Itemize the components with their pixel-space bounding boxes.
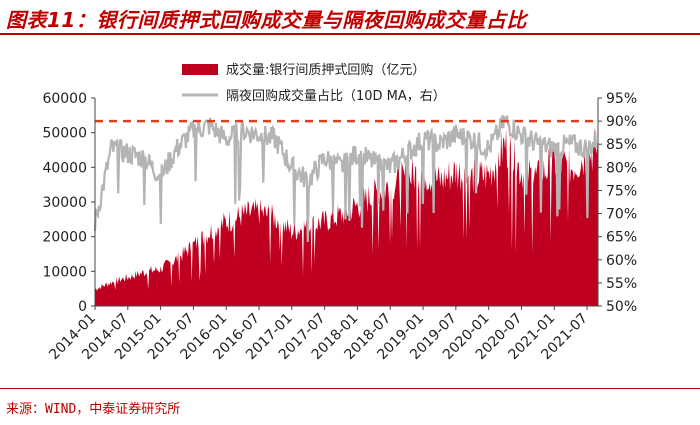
axes: 0 10000 20000 30000 40000 50000 60000 50% 55% 60%… xyxy=(42,91,637,363)
legend: 成交量:银行间质押式回购（亿元） 隔夜回购成交量占比（10D MA，右） xyxy=(182,62,446,104)
left-tick-label: 20000 xyxy=(42,230,87,246)
left-tick-label: 50000 xyxy=(42,126,87,142)
right-tick-label: 80% xyxy=(606,160,637,176)
left-tick-label: 30000 xyxy=(42,195,87,211)
right-tick-label: 85% xyxy=(606,137,637,153)
chart-title: 图表11：银行间质押式回购成交量与隔夜回购成交量占比 xyxy=(6,8,527,32)
right-tick-label: 70% xyxy=(606,207,637,223)
share-line xyxy=(93,114,599,243)
legend-swatch-volume xyxy=(182,64,218,75)
right-tick-label: 60% xyxy=(606,253,637,269)
left-tick-label: 0 xyxy=(78,299,87,315)
right-tick-label: 95% xyxy=(606,91,637,107)
source-divider xyxy=(0,388,700,389)
left-tick-label: 40000 xyxy=(42,160,87,176)
right-tick-label: 50% xyxy=(606,299,637,315)
right-tick-label: 55% xyxy=(606,276,637,292)
left-tick-label: 60000 xyxy=(42,91,87,107)
source-note: 来源：WIND，中泰证券研究所 xyxy=(6,402,181,417)
chart-svg: 成交量:银行间质押式回购（亿元） 隔夜回购成交量占比（10D MA，右） 0 100… xyxy=(42,62,637,363)
plot-area xyxy=(93,114,599,306)
right-tick-label: 65% xyxy=(606,230,637,246)
right-tick-label: 75% xyxy=(606,183,637,199)
legend-label-volume: 成交量:银行间质押式回购（亿元） xyxy=(226,62,425,78)
legend-label-share: 隔夜回购成交量占比（10D MA，右） xyxy=(226,88,446,104)
title-divider xyxy=(0,33,700,35)
right-tick-label: 90% xyxy=(606,114,637,130)
left-tick-label: 10000 xyxy=(42,264,87,280)
